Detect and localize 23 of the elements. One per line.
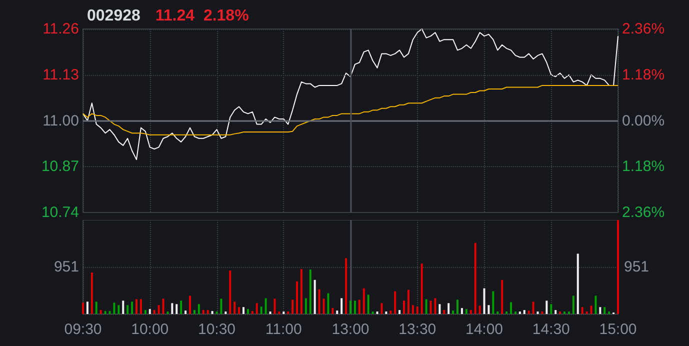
y-tick-label: 10.74 xyxy=(41,204,79,221)
y2-tick-label: 2.36% xyxy=(622,204,665,221)
y-tick-label: 10.87 xyxy=(41,158,79,176)
y2-tick-label: 2.36% xyxy=(622,20,665,38)
y-tick-label: 11.26 xyxy=(42,20,79,38)
x-tick-label: 09:30 xyxy=(64,321,102,338)
x-tick-label: 10:30 xyxy=(198,321,236,338)
x-tick-label: 13:00 xyxy=(332,321,370,338)
x-tick-label: 15:00 xyxy=(599,321,637,338)
y-tick-label: 951 xyxy=(54,258,79,276)
y2-tick-label: 0.00% xyxy=(622,112,665,130)
chart-title: 002928 xyxy=(87,8,140,24)
x-tick-label: 14:00 xyxy=(465,321,504,338)
x-tick-label: 11:00 xyxy=(265,321,302,338)
chart-subtitle: 11.24 2.18% xyxy=(155,8,249,24)
x-tick-label: 10:00 xyxy=(131,321,169,338)
y-tick-label: 11.00 xyxy=(42,112,79,130)
y-tick-label: 11.13 xyxy=(42,66,79,84)
annotation: 951 xyxy=(624,258,650,276)
x-tick-label: 14:30 xyxy=(532,321,570,338)
x-tick-label: 13:30 xyxy=(398,321,436,338)
y2-tick-label: 1.18% xyxy=(622,66,665,84)
y2-tick-label: 1.18% xyxy=(622,158,665,176)
